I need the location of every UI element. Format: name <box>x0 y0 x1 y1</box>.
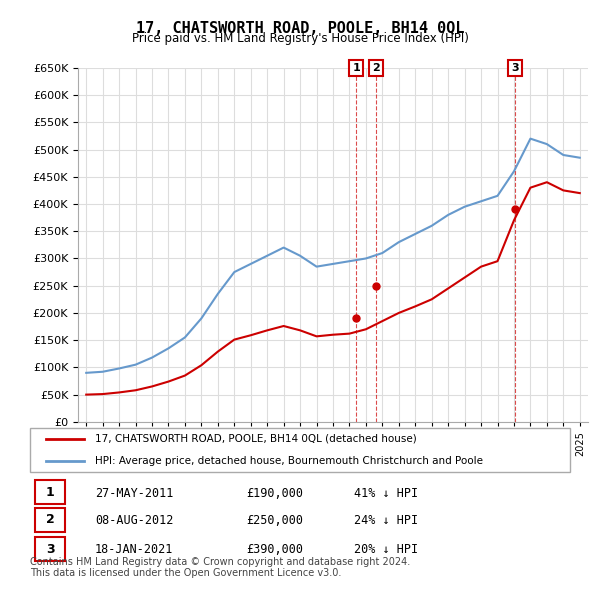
FancyBboxPatch shape <box>35 508 65 532</box>
Text: 3: 3 <box>46 543 55 556</box>
FancyBboxPatch shape <box>35 537 65 561</box>
Text: HPI: Average price, detached house, Bournemouth Christchurch and Poole: HPI: Average price, detached house, Bour… <box>95 456 483 466</box>
Text: 1: 1 <box>46 486 55 499</box>
Text: 18-JAN-2021: 18-JAN-2021 <box>95 543 173 556</box>
Text: Contains HM Land Registry data © Crown copyright and database right 2024.
This d: Contains HM Land Registry data © Crown c… <box>30 556 410 578</box>
FancyBboxPatch shape <box>35 480 65 504</box>
Text: £190,000: £190,000 <box>246 487 303 500</box>
Text: 17, CHATSWORTH ROAD, POOLE, BH14 0QL (detached house): 17, CHATSWORTH ROAD, POOLE, BH14 0QL (de… <box>95 434 416 444</box>
Text: 17, CHATSWORTH ROAD, POOLE, BH14 0QL: 17, CHATSWORTH ROAD, POOLE, BH14 0QL <box>136 21 464 35</box>
Text: 3: 3 <box>511 63 518 73</box>
Text: 24% ↓ HPI: 24% ↓ HPI <box>354 514 418 527</box>
Text: 2: 2 <box>46 513 55 526</box>
Text: 20% ↓ HPI: 20% ↓ HPI <box>354 543 418 556</box>
FancyBboxPatch shape <box>30 428 570 472</box>
Text: £250,000: £250,000 <box>246 514 303 527</box>
Text: 1: 1 <box>352 63 360 73</box>
Text: 27-MAY-2011: 27-MAY-2011 <box>95 487 173 500</box>
Text: 08-AUG-2012: 08-AUG-2012 <box>95 514 173 527</box>
Text: 2: 2 <box>372 63 380 73</box>
Text: £390,000: £390,000 <box>246 543 303 556</box>
Text: Price paid vs. HM Land Registry's House Price Index (HPI): Price paid vs. HM Land Registry's House … <box>131 32 469 45</box>
Text: 41% ↓ HPI: 41% ↓ HPI <box>354 487 418 500</box>
